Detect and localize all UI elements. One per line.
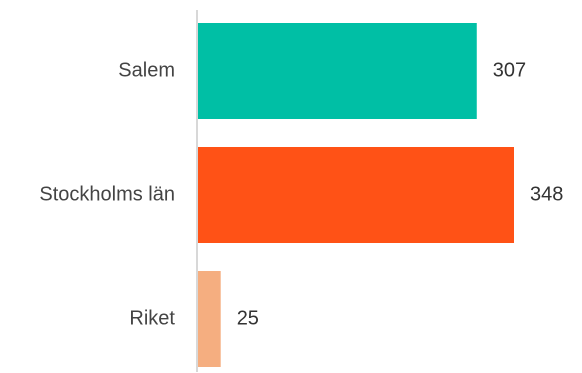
bar-0 (198, 23, 477, 119)
value-label-1: 348 (530, 183, 563, 205)
category-label-0: Salem (118, 59, 175, 81)
category-label-1: Stockholms län (39, 183, 175, 205)
bars-group: Salem 307 Stockholms län 348 Riket 25 (39, 23, 563, 367)
bar-2 (198, 271, 221, 367)
bar-1 (198, 147, 514, 243)
category-label-2: Riket (129, 307, 175, 329)
value-label-2: 25 (237, 307, 259, 329)
value-label-0: 307 (493, 59, 526, 81)
